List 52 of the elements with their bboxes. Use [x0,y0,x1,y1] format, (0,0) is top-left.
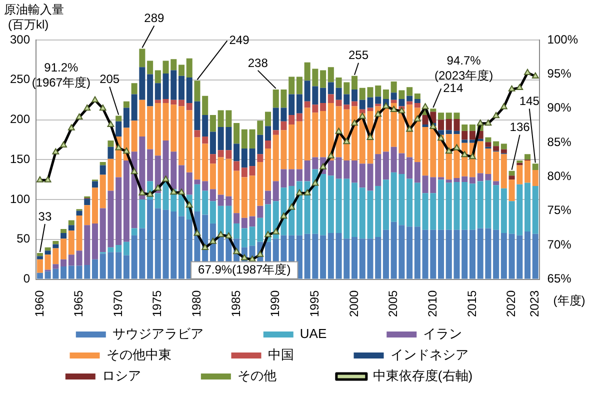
x-tick-label: 2023 [528,290,542,318]
y2-tick-label: 100% [547,32,578,46]
y2-tick-label: 95% [547,66,572,80]
y-tick-label: 250 [10,72,30,86]
annotation: 205 [100,72,120,86]
y2-tick-label: 70% [547,237,572,252]
legend-label: イラン [423,326,514,342]
annotation: 91.2% (1967年度) [32,60,91,90]
x-tick-label: 1965 [72,290,86,318]
x-tick-label: 1960 [32,290,46,318]
annotation: 238 [248,56,268,70]
y-tick-label: 50 [16,232,30,246]
legend-label: その他 [237,368,328,384]
annotation: 67.9%(1987年度) [198,262,291,277]
y2-tick-label: 90% [547,100,572,115]
x-tick-label: 1985 [228,290,243,318]
legend-label: 中東依存度(右軸) [372,368,525,384]
annotation: 289 [144,11,165,26]
legend-label: インドネシア [390,347,520,362]
annotation: 145 [519,94,540,108]
y-tick-label: 200 [10,112,30,126]
x-tick-label: 2000 [346,290,361,318]
y-tick-label: 0 [23,272,30,286]
x-tick-label: 2005 [386,290,400,318]
annotation: 94.7% (2023年度) [434,54,494,83]
y2-tick-label: 75% [547,203,572,218]
legend-label: 中国 [268,347,346,362]
annotation: 214 [443,80,464,95]
x-tick-label: 2015 [464,290,479,318]
y2-tick-label: 65% [547,272,572,286]
y-tick-label: 150 [10,152,30,166]
y-tick-label: 300 [10,32,30,46]
x-tick-label: 1995 [308,290,322,318]
x-tick-label: 1970 [110,290,125,318]
x-tick-label: 1975 [150,290,164,318]
annotation: 33 [38,209,52,224]
x-tick-label: 2010 [425,290,440,318]
x-tick-label: 1990 [268,290,282,318]
legend-label: サウジアラビア [112,326,256,342]
legend-label: UAE [300,326,379,342]
annotation: 255 [348,48,369,62]
x-tick-label: 1980 [190,290,204,318]
annotation: 136 [510,120,530,134]
legend-label: ロシア [102,368,193,384]
annotation: 249 [229,32,250,47]
y-axis-title: 原油輸入量 (百万kl) [4,2,64,32]
legend-label: その他中東 [106,347,224,362]
x-axis-title: (年度) [553,294,586,308]
x-tick-label: 2020 [504,290,518,318]
y-tick-label: 100 [10,192,30,206]
y2-tick-label: 85% [547,134,572,149]
y2-tick-label: 80% [547,169,572,184]
